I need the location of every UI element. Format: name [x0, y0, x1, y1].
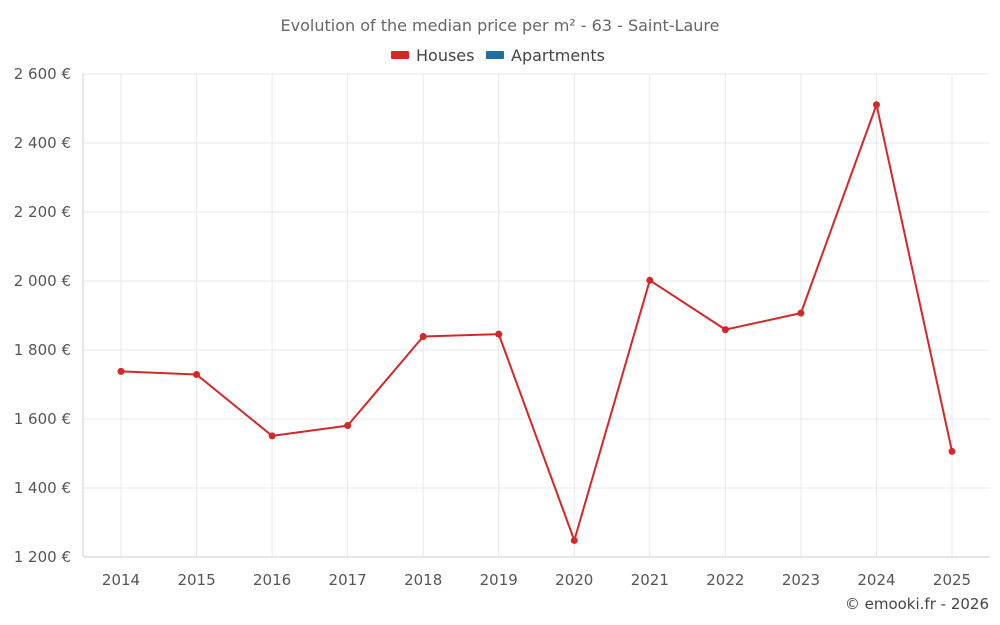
y-tick-label: 1 600 € — [14, 410, 71, 428]
legend-swatch-apartments[interactable] — [486, 51, 504, 59]
y-tick-label: 1 400 € — [14, 479, 71, 497]
data-point-houses-2017[interactable] — [344, 422, 352, 430]
series-line-houses — [120, 103, 953, 542]
y-tick-label: 2 400 € — [14, 134, 71, 152]
legend-label-apartments[interactable]: Apartments — [511, 46, 605, 65]
x-tick-label: 2015 — [177, 571, 215, 589]
x-tick-label: 2025 — [933, 571, 971, 589]
y-tick-label: 2 200 € — [14, 203, 71, 221]
data-point-houses-2014[interactable] — [117, 367, 125, 375]
data-point-houses-2020[interactable] — [570, 536, 578, 544]
y-tick-label: 1 800 € — [14, 341, 71, 359]
axes: 1 200 € 1 400 € 1 600 € 1 800 € 2 000 € 2 200… — [14, 65, 990, 589]
x-tick-label: 2018 — [404, 571, 442, 589]
legend: Houses Apartments — [391, 46, 605, 65]
x-tick-label: 2020 — [555, 571, 593, 589]
credit-label: © emooki.fr - 2026 — [845, 595, 989, 613]
legend-swatch-houses[interactable] — [391, 51, 409, 59]
x-tick-label: 2021 — [631, 571, 669, 589]
data-point-houses-2018[interactable] — [419, 333, 427, 341]
data-point-houses-2019[interactable] — [495, 330, 503, 338]
data-point-houses-2024[interactable] — [872, 101, 880, 109]
data-point-houses-2022[interactable] — [721, 326, 729, 334]
x-tick-label: 2017 — [329, 571, 367, 589]
y-tick-label: 1 200 € — [14, 548, 71, 566]
data-point-houses-2015[interactable] — [193, 370, 201, 378]
data-point-houses-2021[interactable] — [646, 276, 654, 284]
y-tick-label: 2 600 € — [14, 65, 71, 83]
data-point-houses-2016[interactable] — [268, 432, 276, 440]
x-tick-label: 2019 — [480, 571, 518, 589]
x-tick-label: 2023 — [782, 571, 820, 589]
legend-label-houses[interactable]: Houses — [416, 46, 474, 65]
data-point-houses-2025[interactable] — [948, 447, 956, 455]
grid — [83, 73, 990, 558]
y-tick-label: 2 000 € — [14, 272, 71, 290]
x-tick-label: 2016 — [253, 571, 291, 589]
x-tick-label: 2024 — [857, 571, 895, 589]
x-tick-label: 2022 — [706, 571, 744, 589]
chart-title: Evolution of the median price per m² - 6… — [281, 16, 720, 35]
data-point-houses-2023[interactable] — [797, 309, 805, 317]
series-group — [117, 101, 956, 544]
x-tick-label: 2014 — [102, 571, 140, 589]
